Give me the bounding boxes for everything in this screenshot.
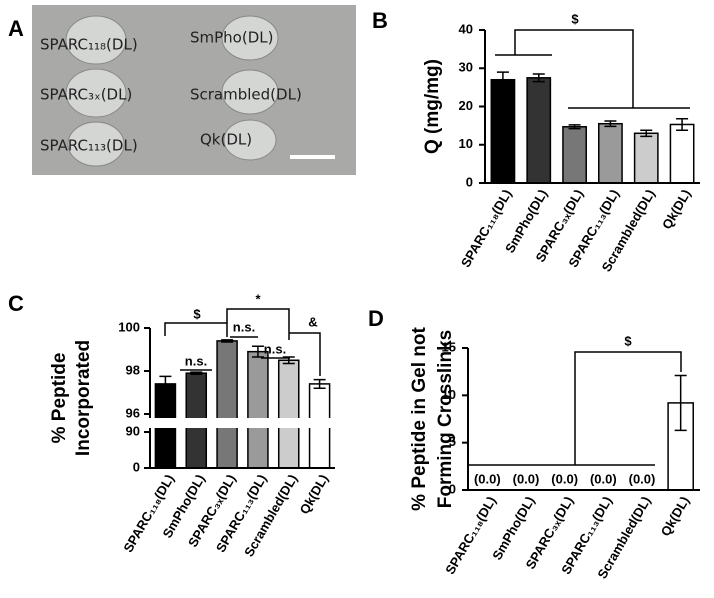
y-axis-label: % Peptide — [49, 353, 70, 444]
panel-label: A — [8, 16, 24, 41]
significance-bracket — [468, 351, 682, 466]
error-bar — [674, 374, 687, 432]
value-label: (0.0) — [474, 471, 501, 486]
error-bar — [251, 345, 264, 358]
bar — [277, 359, 300, 469]
significance-bracket — [164, 322, 228, 337]
bar — [490, 78, 516, 184]
axes — [149, 328, 335, 469]
axes — [484, 30, 700, 184]
photo-label: SPARC₁₁₈(DL) — [40, 36, 138, 54]
error-bar — [159, 375, 172, 393]
y-tick-label: 40 — [459, 21, 473, 36]
error-bar — [496, 71, 509, 89]
y-axis-label: % Peptide in Gel not — [409, 326, 430, 510]
y-tick-label: 0 — [133, 459, 140, 474]
x-tick-label: Qk(DL) — [296, 472, 331, 517]
photo-label: SmPho(DL) — [190, 29, 273, 47]
axis-break — [140, 418, 337, 428]
axes — [467, 348, 700, 491]
error-bar — [190, 371, 203, 375]
gel-discs — [65, 15, 279, 167]
y-tick-label: 30 — [459, 60, 473, 75]
annotation: $ — [571, 11, 579, 26]
photo-label: SPARC₃ₓ(DL) — [40, 86, 132, 104]
panel-label: C — [8, 291, 24, 316]
panel-label: D — [368, 306, 384, 331]
x-tick-label: SPARC₁₁₈(DL) — [458, 187, 515, 270]
error-bar — [604, 120, 617, 128]
error-bar — [313, 378, 326, 389]
photo-label: Scrambled(DL) — [190, 86, 302, 104]
y-axis-label: Q (mg/mg) — [422, 59, 443, 154]
bar — [669, 123, 695, 184]
bar — [562, 126, 587, 184]
bar — [633, 132, 659, 184]
annotation: n.s. — [264, 341, 286, 356]
y-axis-label: Incorporated — [73, 340, 94, 456]
bar — [598, 122, 623, 184]
value-label: (0.0) — [551, 471, 578, 486]
error-bar — [568, 124, 581, 130]
y-tick-label: 98 — [126, 362, 140, 377]
annotation: n.s. — [233, 319, 255, 334]
value-label: (0.0) — [629, 471, 656, 486]
bar — [216, 340, 238, 469]
x-tick-label: Qk(DL) — [658, 494, 693, 539]
bar — [526, 77, 552, 184]
annotation: & — [308, 314, 317, 329]
value-label: (0.0) — [513, 471, 540, 486]
y-tick-label: 10 — [459, 136, 473, 151]
photo-label: SPARC₁₁₃(DL) — [40, 137, 138, 155]
y-axis-label: Forming Crosslinks — [435, 330, 456, 508]
photo-label: Qk(DL) — [200, 131, 252, 149]
y-tick-label: 15 — [442, 339, 456, 354]
bar — [247, 350, 269, 469]
error-bar — [221, 339, 234, 343]
value-label: (0.0) — [590, 471, 617, 486]
y-tick-label: 0 — [449, 481, 456, 496]
y-tick-label: 100 — [118, 319, 140, 334]
annotation: $ — [193, 306, 201, 321]
x-tick-label: SPARC₁₁₈(DL) — [120, 472, 177, 555]
y-tick-label: 90 — [126, 423, 140, 438]
annotation: n.s. — [185, 353, 207, 368]
significance-bracket — [226, 308, 290, 340]
annotation: $ — [624, 333, 632, 348]
y-tick-label: 5 — [449, 434, 456, 449]
error-bar — [640, 129, 653, 138]
x-tick-label: Qk(DL) — [659, 187, 694, 232]
annotation: * — [255, 291, 261, 306]
y-tick-label: 96 — [126, 405, 140, 420]
significance-bracket — [495, 29, 690, 109]
panel-label: B — [372, 8, 388, 33]
y-tick-label: 20 — [459, 98, 473, 113]
error-bar — [532, 73, 545, 83]
significance-bracket — [289, 332, 321, 376]
error-bar — [676, 117, 689, 131]
y-tick-label: 0 — [466, 174, 473, 189]
y-tick-label: 10 — [442, 387, 456, 402]
